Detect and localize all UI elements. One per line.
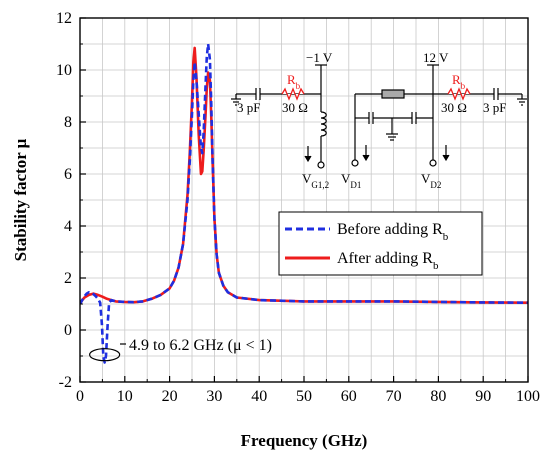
gate-resistor-name: Rb — [287, 72, 301, 91]
x-tick-label: 60 — [341, 388, 357, 405]
x-tick-label: 50 — [296, 388, 312, 405]
drain-resistor-value: 30 Ω — [441, 100, 467, 115]
legend-box — [278, 211, 483, 276]
x-tick-label: 30 — [206, 388, 222, 405]
gate-node-label: VG1,2 — [302, 171, 329, 190]
y-tick-label: 6 — [64, 166, 72, 183]
x-tick-label: 0 — [76, 388, 84, 405]
unstable-band-annotation: 4.9 to 6.2 GHz (μ < 1) — [89, 337, 272, 362]
gate-supply-label: −1 V — [306, 50, 333, 65]
y-tick-label: 8 — [64, 114, 72, 131]
legend-label-after: After adding Rb — [337, 250, 439, 272]
x-tick-label: 70 — [386, 388, 402, 405]
y-tick-label: 2 — [64, 270, 72, 287]
vd2-node-label: VD2 — [421, 171, 441, 190]
vd1-node-label: VD1 — [341, 171, 361, 190]
annotation-text: 4.9 to 6.2 GHz (μ < 1) — [129, 337, 272, 354]
x-tick-label: 80 — [430, 388, 446, 405]
grid-lines — [80, 18, 528, 382]
gate-bias-circuit: −1 V — [231, 50, 333, 169]
gate-cap-label: 3 pF — [237, 100, 260, 115]
terminal-icon — [317, 161, 325, 169]
x-tick-label: 90 — [475, 388, 491, 405]
y-tick-label: 10 — [56, 62, 72, 79]
resistor-icon — [447, 87, 471, 101]
drain-resistor-name: Rb — [452, 72, 466, 91]
series-before-line — [80, 42, 528, 364]
x-tick-label: 10 — [117, 388, 133, 405]
inductor-icon — [320, 111, 327, 137]
drain-supply-label: 12 V — [423, 50, 449, 65]
legend-label-before: Before adding Rb — [337, 221, 449, 243]
x-axis-label: Frequency (GHz) — [241, 431, 368, 450]
drain-cap-label: 3 pF — [483, 100, 506, 115]
series-layer — [80, 42, 528, 364]
x-tick-label: 40 — [251, 388, 267, 405]
y-axis-label: Stability factor μ — [11, 138, 30, 261]
drain-bias-circuit: 12 V — [351, 50, 527, 167]
terminal-icon — [429, 159, 437, 167]
x-tick-label: 100 — [516, 388, 540, 405]
y-tick-label: 12 — [56, 10, 72, 27]
resistor-icon — [281, 87, 305, 101]
annotation-ellipse — [89, 348, 121, 362]
gate-resistor-value: 30 Ω — [282, 100, 308, 115]
legend: Before adding Rb After adding Rb — [278, 211, 483, 276]
terminal-icon — [351, 159, 359, 167]
y-tick-label: -2 — [59, 374, 72, 391]
transmission-line-icon — [381, 89, 405, 99]
x-tick-label: 20 — [162, 388, 178, 405]
y-tick-label: 4 — [64, 218, 72, 235]
y-tick-label: 0 — [64, 322, 72, 339]
